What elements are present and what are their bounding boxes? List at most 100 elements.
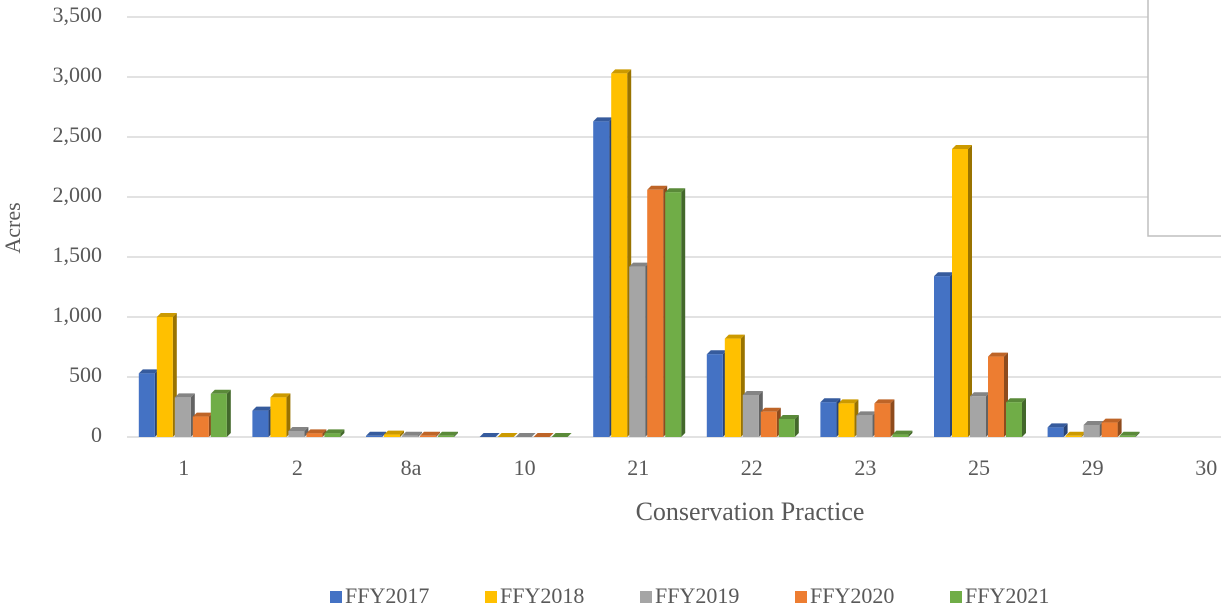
bar xyxy=(156,317,173,437)
bar xyxy=(306,433,323,437)
bar-side xyxy=(968,145,972,437)
bar xyxy=(210,393,227,437)
legend-label: FFY2017 xyxy=(345,583,429,608)
legend-label: FFY2020 xyxy=(810,583,894,608)
bar xyxy=(252,410,269,437)
bar-top xyxy=(270,393,291,398)
legend-swatch xyxy=(640,591,652,603)
bar xyxy=(438,435,454,437)
x-tick-label: 8a xyxy=(401,455,422,480)
bar xyxy=(593,121,610,438)
bar-top xyxy=(1047,423,1068,428)
bar-top xyxy=(192,412,213,417)
bar xyxy=(742,395,759,437)
y-tick-label: 1,000 xyxy=(53,302,103,327)
bar-side xyxy=(1022,398,1026,437)
x-tick-label: 25 xyxy=(968,455,990,480)
bar xyxy=(402,435,418,437)
bar xyxy=(1119,435,1136,437)
bar xyxy=(665,192,682,437)
bar-top xyxy=(874,399,895,404)
bar-top xyxy=(742,391,763,395)
bar-top xyxy=(629,262,650,267)
bar-side xyxy=(286,393,291,437)
bar xyxy=(706,354,723,437)
bar-top xyxy=(647,185,668,190)
bar xyxy=(874,403,891,437)
bar-side xyxy=(304,427,309,437)
bar-top xyxy=(420,431,440,436)
bar-side xyxy=(436,431,440,437)
bar xyxy=(1065,435,1082,437)
bar-top xyxy=(1006,398,1026,403)
x-tick-label: 23 xyxy=(854,455,876,480)
bar-side xyxy=(890,399,895,437)
bar-top xyxy=(952,145,972,149)
x-tick-label: 10 xyxy=(514,455,536,480)
bar-top xyxy=(402,431,422,436)
legend-swatch xyxy=(485,591,497,603)
bar-top xyxy=(820,398,841,403)
bar xyxy=(856,415,873,437)
bar-side xyxy=(400,430,404,437)
legend-swatch xyxy=(330,591,342,603)
bar-top xyxy=(665,188,686,193)
bar-top xyxy=(174,393,195,398)
x-tick-label: 22 xyxy=(741,455,763,480)
bar xyxy=(288,431,305,437)
bar-side xyxy=(226,389,231,437)
bar-side xyxy=(322,429,327,437)
bar xyxy=(629,266,646,437)
bar-side xyxy=(908,430,913,437)
bar xyxy=(138,373,155,437)
bar-top xyxy=(156,313,177,317)
bar xyxy=(384,434,400,437)
bar-top xyxy=(856,411,877,416)
bar xyxy=(1101,422,1118,437)
bar xyxy=(892,434,909,437)
bar-top xyxy=(1083,421,1104,425)
bar-top xyxy=(593,117,614,122)
bar-top xyxy=(252,406,273,411)
bar-top xyxy=(288,427,309,431)
bar-top xyxy=(778,415,799,419)
bar xyxy=(724,338,741,437)
legend-label: FFY2018 xyxy=(500,583,584,608)
bar-side xyxy=(681,188,686,437)
bar-side xyxy=(1117,418,1122,437)
bar xyxy=(366,435,382,437)
y-tick-label: 500 xyxy=(69,362,102,387)
bar xyxy=(778,419,795,437)
bar xyxy=(647,189,664,437)
bar-top xyxy=(533,433,554,437)
bar-side xyxy=(382,431,386,437)
bar xyxy=(970,396,986,437)
overlay-box xyxy=(1147,0,1221,237)
bar-top xyxy=(515,433,536,437)
bar-side xyxy=(794,415,799,437)
bar-top xyxy=(988,352,1008,357)
y-tick-label: 2,000 xyxy=(53,182,103,207)
bar-top xyxy=(210,389,231,394)
x-tick-label: 30 xyxy=(1195,455,1217,480)
bar xyxy=(820,402,837,437)
bar-top xyxy=(479,433,500,437)
bar xyxy=(934,276,950,437)
bar-top xyxy=(497,433,518,437)
bar xyxy=(270,397,287,437)
bar-top xyxy=(366,431,386,436)
bar xyxy=(611,73,628,438)
bar-top xyxy=(1101,418,1122,423)
bar-top xyxy=(892,430,913,435)
bar-top xyxy=(611,69,632,74)
bar xyxy=(988,356,1004,437)
bar-top xyxy=(970,392,990,397)
bar xyxy=(838,403,855,437)
legend-swatch xyxy=(795,591,807,603)
y-axis-label: Acres xyxy=(0,202,25,253)
y-tick-label: 0 xyxy=(91,422,102,447)
bar xyxy=(174,397,191,437)
bar-side xyxy=(340,429,345,437)
bar xyxy=(1047,427,1064,437)
